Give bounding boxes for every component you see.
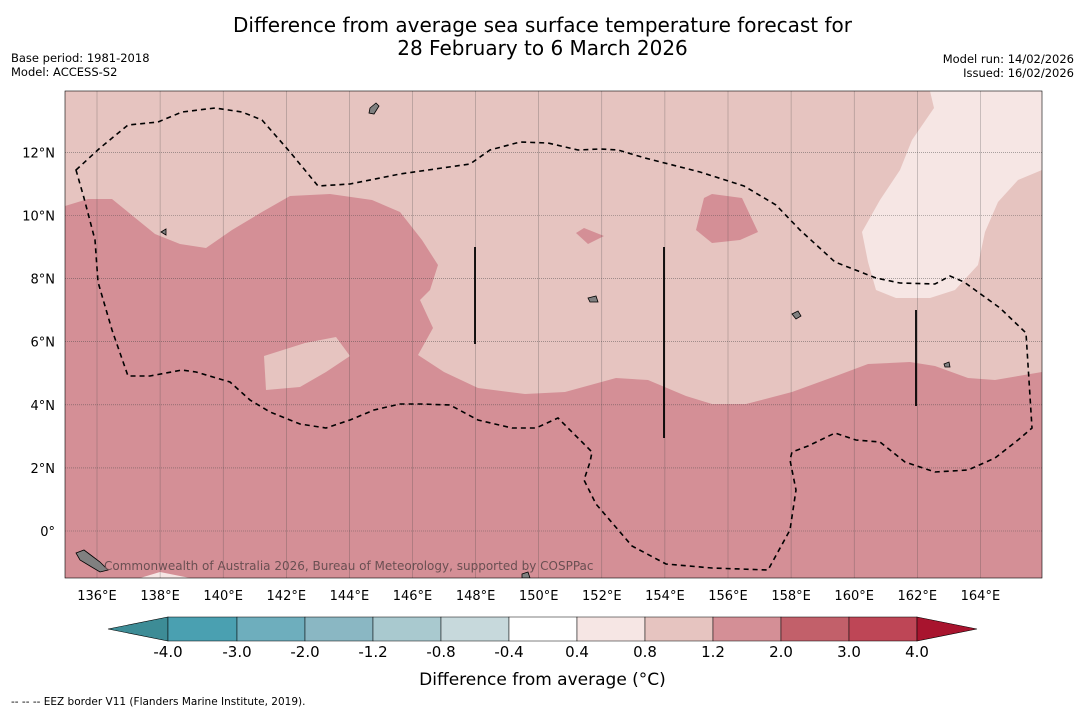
colorbar-tick-label: -2.0 (290, 643, 320, 661)
colorbar-tick-label: -3.0 (222, 643, 252, 661)
longitude-label: 152°E (582, 589, 622, 604)
longitude-label: 162°E (898, 589, 938, 604)
latitude-label: 12°N (22, 146, 55, 161)
island-small-3 (521, 571, 531, 578)
longitude-labels: 136°E 138°E 140°E 142°E 144°E 146°E 148°E 150°E… (77, 589, 1000, 604)
colorbar-tick-label: 0.8 (633, 643, 657, 661)
anomaly-region-2-0-to-3-0-patch-b (576, 228, 604, 244)
longitude-label: 158°E (771, 589, 811, 604)
anomaly-region-1-2-to-2-0-patch (264, 337, 350, 390)
colorbar-bin (440, 616, 510, 642)
anomaly-region-0-8-to-1-2 (862, 91, 1042, 298)
attribution-text: Commonwealth of Australia 2026, Bureau o… (104, 559, 594, 573)
colorbar-title: Difference from average (°C) (419, 670, 666, 690)
island-bougainville (75, 549, 109, 573)
longitude-label: 138°E (140, 589, 180, 604)
model-name: Model: ACCESS-S2 (11, 65, 118, 79)
latitude-label: 6°N (31, 336, 56, 351)
colorbar-bin (508, 616, 578, 642)
meta-right: Model run: 14/02/2026 Issued: 16/02/2026 (943, 52, 1074, 80)
longitude-label: 150°E (519, 589, 559, 604)
latitude-label: 2°N (31, 462, 56, 477)
colorbar-extend-high (916, 616, 978, 642)
anomaly-region-2-0-to-3-0 (65, 194, 1042, 578)
latitude-label: 4°N (31, 399, 56, 414)
colorbar-tick-label: 3.0 (837, 643, 861, 661)
latitude-labels: 12°N 10°N 8°N 6°N 4°N 2°N 0° (22, 146, 55, 540)
meta-left: Base period: 1981-2018 Model: ACCESS-S2 (11, 51, 150, 79)
colorbar-tick-label: 0.4 (565, 643, 589, 661)
colorbar-bin (167, 616, 238, 642)
map-frame (64, 90, 1043, 579)
latitude-label: 10°N (22, 210, 55, 225)
footnote: -- -- -- EEZ border V11 (Flanders Marine… (11, 696, 306, 708)
colorbar-tick-label: -0.8 (426, 643, 456, 661)
longitude-label: 142°E (267, 589, 307, 604)
latitude-label: 0° (40, 525, 55, 540)
map-area: Commonwealth of Australia 2026, Bureau o… (65, 91, 1042, 578)
colorbar-bin (304, 616, 374, 642)
colorbar-tick-label: 1.2 (701, 643, 725, 661)
colorbar-tick-label: -0.4 (494, 643, 524, 661)
longitude-label: 160°E (834, 589, 874, 604)
colorbar-bin (576, 616, 646, 642)
colorbar-tick-label: -4.0 (153, 643, 183, 661)
colorbar-tick-label: 2.0 (769, 643, 793, 661)
base-period: Base period: 1981-2018 (11, 51, 150, 65)
graticule (65, 91, 1042, 578)
longitude-label: 164°E (961, 589, 1001, 604)
colorbar-bin (372, 616, 442, 642)
longitude-label: 146°E (393, 589, 433, 604)
island-guam (368, 102, 380, 115)
latitude-label: 8°N (31, 273, 56, 288)
island-pohnpei (791, 310, 802, 320)
longitude-label: 154°E (645, 589, 685, 604)
colorbar (107, 616, 978, 642)
colorbar-bin (712, 616, 782, 642)
colorbar-tick-label: -1.2 (358, 643, 388, 661)
model-run: Model run: 14/02/2026 (942, 52, 1074, 66)
chart-title: Difference from average sea surface temp… (0, 14, 1085, 60)
island-kosrae (943, 361, 951, 368)
title-line-2: 28 February to 6 March 2026 (397, 36, 688, 60)
longitude-label: 136°E (77, 589, 117, 604)
longitude-label: 148°E (456, 589, 496, 604)
issued-date: Issued: 16/02/2026 (963, 66, 1074, 80)
longitude-label: 144°E (330, 589, 370, 604)
anomaly-region-2-0-to-3-0-patch-a (696, 194, 758, 243)
colorbar-tick-label: 4.0 (905, 643, 929, 661)
island-small-2 (587, 295, 599, 303)
land (75, 102, 951, 578)
colorbar-bin (644, 616, 714, 642)
anomaly-region-0-8-to-1-2-patch (140, 572, 190, 578)
colorbar-extend-low (107, 616, 169, 642)
longitude-label: 156°E (708, 589, 748, 604)
island-small-1 (160, 228, 167, 236)
title-line-1: Difference from average sea surface temp… (232, 13, 852, 37)
colorbar-bin (780, 616, 850, 642)
colorbar-bin (236, 616, 306, 642)
colorbar-bin (848, 616, 918, 642)
longitude-label: 140°E (203, 589, 243, 604)
